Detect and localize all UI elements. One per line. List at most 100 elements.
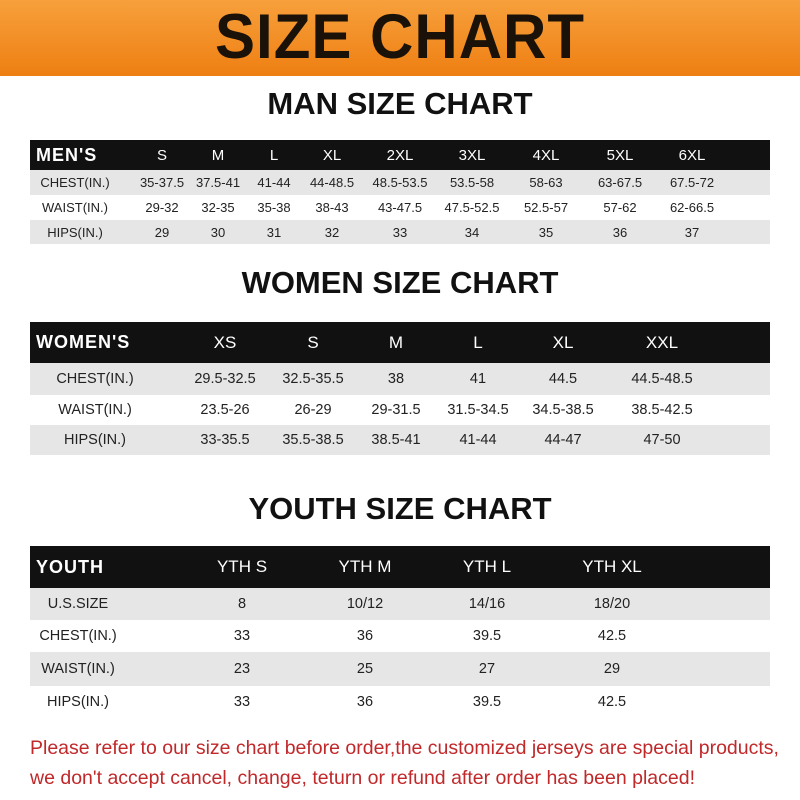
table-title-cell: WOMEN'S xyxy=(36,332,131,352)
measurement-cell: 47.5-52.5 xyxy=(444,200,500,215)
table-row: HIPS(IN.) 33-35.5 35.5-38.5 38.5-41 41-44 44-… xyxy=(30,425,770,455)
table-title-cell: YOUTH xyxy=(36,556,104,577)
table-header-row: MEN'S S M L XL 2XL 3XL 4XL 5XL 6XL xyxy=(30,140,770,170)
measurement-cell: 23.5-26 xyxy=(200,402,250,418)
measurement-cell: 35.5-38.5 xyxy=(282,432,344,448)
measurement-cell: 36 xyxy=(356,694,374,710)
table-row: U.S.SIZE 8 10/12 14/16 18/20 xyxy=(30,588,770,620)
size-header: 6XL xyxy=(678,146,706,164)
measurement-cell: 39.5 xyxy=(472,694,502,710)
measurement-cell: 38-43 xyxy=(315,200,349,215)
measurement-cell: 8 xyxy=(237,596,247,612)
measurement-cell: 63-67.5 xyxy=(597,175,643,190)
row-label: HIPS(IN.) xyxy=(63,432,127,448)
measurement-cell: 33-35.5 xyxy=(200,432,250,448)
measurement-cell: 43-47.5 xyxy=(377,200,423,215)
size-header: S xyxy=(156,146,168,164)
table-row: HIPS(IN.) 29 30 31 32 33 34 35 36 37 xyxy=(30,220,770,244)
row-label: U.S.SIZE xyxy=(47,596,109,612)
measurement-cell: 29-31.5 xyxy=(371,402,421,418)
measurement-cell: 57-62 xyxy=(603,200,637,215)
measurement-cell: 38.5-41 xyxy=(371,432,421,448)
measurement-cell: 37.5-41 xyxy=(195,175,241,190)
measurement-cell: 29 xyxy=(154,224,170,240)
order-notice-line-2: we don't accept cancel, change, teturn o… xyxy=(30,767,695,789)
table-row: WAIST(IN.) 23.5-26 26-29 29-31.5 31.5-34.5 34… xyxy=(30,395,770,425)
size-header: 4XL xyxy=(532,146,560,164)
size-header: L xyxy=(473,332,483,352)
row-label: CHEST(IN.) xyxy=(40,175,110,190)
table-row: HIPS(IN.) 33 36 39.5 42.5 xyxy=(30,686,770,718)
row-label: WAIST(IN.) xyxy=(58,402,132,418)
youth-section-title: YOUTH SIZE CHART xyxy=(248,491,552,526)
order-notice-line-1: Please refer to our size chart before or… xyxy=(30,737,779,759)
measurement-cell: 62-66.5 xyxy=(669,200,715,215)
row-label: CHEST(IN.) xyxy=(56,371,134,387)
size-header: YTH M xyxy=(338,557,392,576)
measurement-cell: 33 xyxy=(233,628,251,644)
size-header: XL xyxy=(552,332,574,352)
table-row: CHEST(IN.) 35-37.5 37.5-41 41-44 44-48.5 48.5… xyxy=(30,170,770,195)
measurement-cell: 34.5-38.5 xyxy=(532,402,594,418)
table-title-cell: MEN'S xyxy=(36,144,98,165)
table-row: WAIST(IN.) 29-32 32-35 35-38 38-43 43-47.5 47.… xyxy=(30,195,770,220)
measurement-cell: 10/12 xyxy=(346,596,384,612)
women-section-title: WOMEN SIZE CHART xyxy=(241,265,559,300)
measurement-cell: 29.5-32.5 xyxy=(194,371,256,387)
row-label: WAIST(IN.) xyxy=(42,200,108,215)
row-label: HIPS(IN.) xyxy=(47,224,103,240)
measurement-cell: 33 xyxy=(233,694,251,710)
measurement-cell: 41 xyxy=(469,371,487,387)
measurement-cell: 33 xyxy=(392,224,408,240)
measurement-cell: 32.5-35.5 xyxy=(282,371,344,387)
measurement-cell: 14/16 xyxy=(468,596,506,612)
measurement-cell: 25 xyxy=(356,661,374,677)
measurement-cell: 29-32 xyxy=(145,200,179,215)
measurement-cell: 41-44 xyxy=(257,175,291,190)
size-header: L xyxy=(269,146,279,164)
measurement-cell: 35-38 xyxy=(257,200,291,215)
measurement-cell: 27 xyxy=(478,661,496,677)
measurement-cell: 42.5 xyxy=(597,628,627,644)
size-header: YTH XL xyxy=(582,557,642,576)
measurement-cell: 34 xyxy=(464,224,480,240)
measurement-cell: 48.5-53.5 xyxy=(372,175,428,190)
measurement-cell: 58-63 xyxy=(529,175,563,190)
size-header: 5XL xyxy=(606,146,634,164)
measurement-cell: 38 xyxy=(387,371,405,387)
measurement-cell: 44.5 xyxy=(548,371,578,387)
measurement-cell: 31 xyxy=(266,224,282,240)
measurement-cell: 47-50 xyxy=(643,432,681,448)
size-header: 3XL xyxy=(458,146,486,164)
measurement-cell: 32 xyxy=(324,224,340,240)
row-label: WAIST(IN.) xyxy=(41,661,115,677)
measurement-cell: 38.5-42.5 xyxy=(631,402,693,418)
size-header: XXL xyxy=(645,332,679,352)
banner-title: SIZE CHART xyxy=(215,1,585,72)
table-row: CHEST(IN.) 33 36 39.5 42.5 xyxy=(30,620,770,652)
measurement-cell: 67.5-72 xyxy=(669,175,715,190)
measurement-cell: 36 xyxy=(356,628,374,644)
table-header-row: WOMEN'S XS S M L XL XXL xyxy=(30,322,770,363)
measurement-cell: 44.5-48.5 xyxy=(631,371,693,387)
measurement-cell: 31.5-34.5 xyxy=(447,402,509,418)
measurement-cell: 36 xyxy=(612,224,628,240)
row-label: HIPS(IN.) xyxy=(46,694,110,710)
size-header: YTH L xyxy=(462,557,512,576)
size-header: S xyxy=(307,332,319,352)
measurement-cell: 42.5 xyxy=(597,694,627,710)
table-header-row: YOUTH YTH S YTH M YTH L YTH XL xyxy=(30,546,770,588)
banner: SIZE CHART xyxy=(0,0,800,76)
size-header: M xyxy=(211,146,225,164)
measurement-cell: 35 xyxy=(538,224,554,240)
men-section-title: MAN SIZE CHART xyxy=(267,86,533,121)
size-header: 2XL xyxy=(386,146,414,164)
table-row: CHEST(IN.) 29.5-32.5 32.5-35.5 38 41 44.5 44.5… xyxy=(30,363,770,395)
measurement-cell: 44-47 xyxy=(544,432,582,448)
row-label: CHEST(IN.) xyxy=(39,628,117,644)
table-row: WAIST(IN.) 23 25 27 29 xyxy=(30,652,770,686)
size-header: XL xyxy=(322,146,342,164)
measurement-cell: 41-44 xyxy=(459,432,497,448)
measurement-cell: 23 xyxy=(233,661,251,677)
